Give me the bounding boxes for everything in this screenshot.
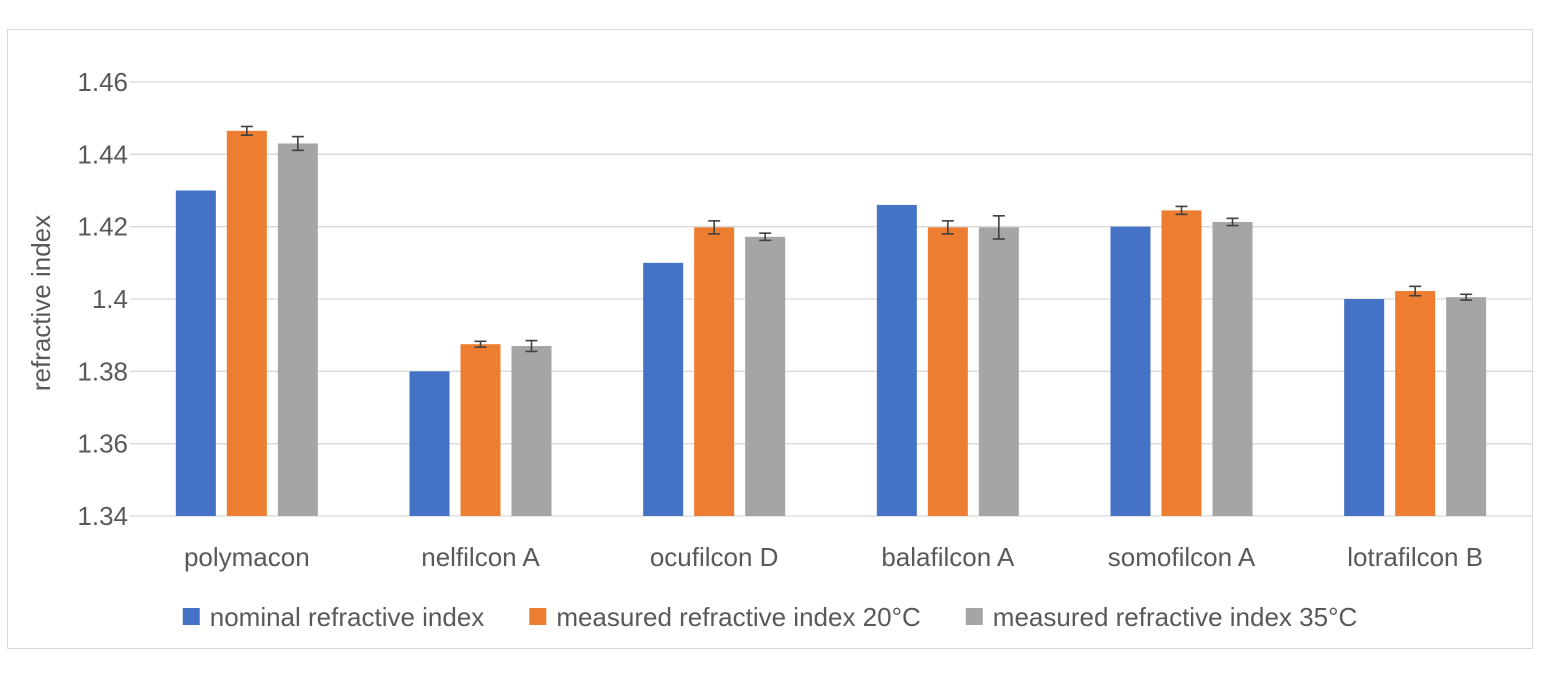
y-tick-label: 1.36 bbox=[77, 429, 128, 459]
x-category-label: polymacon bbox=[184, 542, 310, 572]
y-tick-label: 1.42 bbox=[77, 212, 128, 242]
error-bars bbox=[240, 125, 1473, 353]
bar bbox=[1395, 291, 1436, 516]
error-bar bbox=[708, 220, 721, 235]
legend-label: measured refractive index 20°C bbox=[556, 602, 920, 632]
error-bar bbox=[941, 220, 954, 235]
y-tick-label: 1.44 bbox=[77, 139, 128, 169]
legend-swatch bbox=[965, 608, 983, 625]
legend-item: measured refractive index 35°C bbox=[965, 602, 1357, 632]
bar bbox=[1446, 297, 1487, 516]
x-axis-category-labels: polymacon nelfilcon A ocufilcon D balafilco… bbox=[184, 542, 1483, 572]
y-tick-label: 1.38 bbox=[77, 356, 128, 386]
error-bar bbox=[1175, 205, 1188, 216]
error-bar bbox=[525, 339, 538, 353]
error-bar bbox=[1409, 285, 1422, 297]
bar bbox=[1212, 221, 1253, 516]
legend-item: measured refractive index 20°C bbox=[529, 602, 921, 632]
error-bar bbox=[992, 215, 1005, 240]
x-category-label: nelfilcon A bbox=[421, 542, 540, 572]
error-bar bbox=[474, 340, 487, 348]
legend-swatch bbox=[529, 608, 547, 625]
x-category-label: lotrafilcon B bbox=[1347, 542, 1483, 572]
error-bar bbox=[1226, 217, 1239, 227]
x-category-label: balafilcon A bbox=[881, 542, 1015, 572]
y-axis-tick-labels: 1.34 1.36 1.38 1.4 1.42 1.44 1.46 bbox=[77, 67, 128, 531]
y-tick-label: 1.4 bbox=[92, 284, 128, 314]
legend-label: measured refractive index 35°C bbox=[993, 602, 1357, 632]
error-bar bbox=[1460, 293, 1473, 301]
legend: nominal refractive index measured refract… bbox=[182, 602, 1357, 632]
legend-label: nominal refractive index bbox=[210, 602, 485, 632]
bar bbox=[511, 346, 552, 516]
bar bbox=[1344, 299, 1385, 516]
bar bbox=[745, 236, 786, 516]
bar bbox=[927, 227, 968, 516]
error-bar bbox=[759, 232, 772, 242]
error-bar bbox=[240, 125, 253, 136]
error-bar bbox=[291, 135, 304, 152]
bar bbox=[460, 344, 501, 516]
legend-item: nominal refractive index bbox=[182, 602, 485, 632]
y-tick-label: 1.46 bbox=[77, 67, 128, 97]
bar bbox=[694, 227, 735, 516]
bar bbox=[1161, 210, 1202, 516]
bar bbox=[978, 227, 1019, 516]
bar bbox=[175, 190, 216, 516]
x-category-label: somofilcon A bbox=[1108, 542, 1256, 572]
bar bbox=[409, 371, 450, 516]
bars bbox=[175, 130, 1487, 516]
y-tick-label: 1.34 bbox=[77, 501, 128, 531]
legend-swatch bbox=[182, 608, 200, 625]
bar bbox=[1110, 226, 1151, 516]
x-category-label: ocufilcon D bbox=[650, 542, 779, 572]
bar bbox=[277, 143, 318, 516]
bar bbox=[226, 130, 267, 516]
gridlines bbox=[130, 81, 1532, 517]
y-axis-title: refractive index bbox=[26, 215, 56, 391]
bar bbox=[876, 204, 917, 516]
bar bbox=[643, 262, 684, 516]
